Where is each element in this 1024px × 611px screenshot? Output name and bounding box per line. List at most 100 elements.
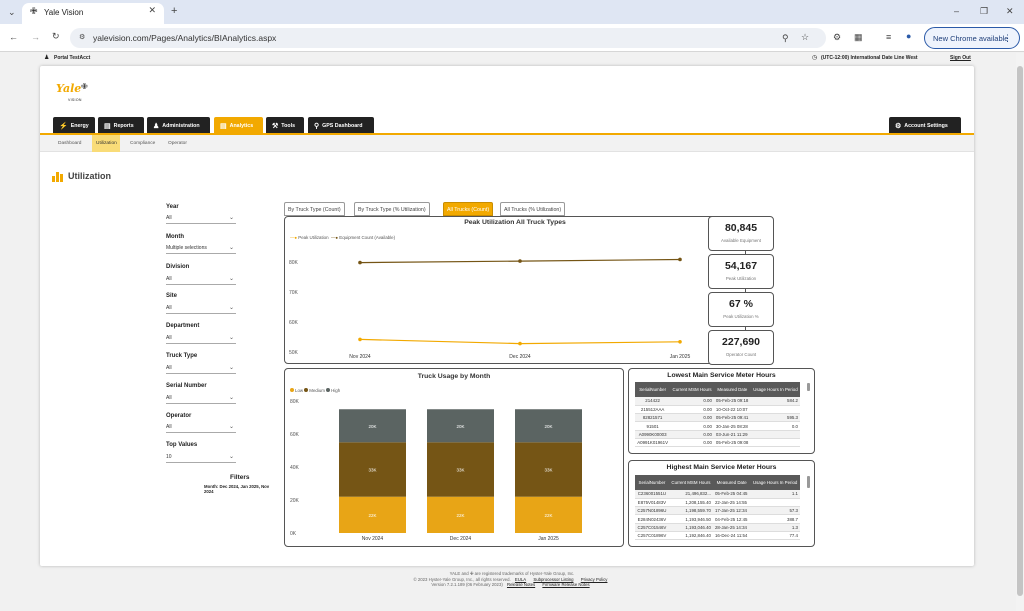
subtab-dashboard[interactable]: Dashboard bbox=[58, 141, 82, 146]
table-row[interactable]: C257C01896V 1,192,846.40 16-Dec-24 11:54 77… bbox=[635, 531, 800, 541]
subtab-compliance[interactable]: Compliance bbox=[130, 141, 156, 146]
release-notes-link[interactable]: Release Notes bbox=[506, 582, 536, 587]
analytics-icon: ▤ bbox=[220, 123, 227, 130]
tab-list-icon[interactable]: ⌄ bbox=[8, 7, 16, 17]
filter-select-top-values[interactable]: 10 ⌄ bbox=[166, 454, 236, 463]
report-tab-truck-type-count[interactable]: By Truck Type (Count) bbox=[284, 202, 345, 216]
table-row[interactable]: E875V01483V 1,208,155.40 22-Jan-25 14:55 bbox=[635, 498, 800, 508]
filter-label-department: Department bbox=[166, 323, 200, 329]
chevron-down-icon: ⌄ bbox=[228, 395, 234, 401]
table-row[interactable]: E284N02436V 1,193,946.50 04-Feb-25 12:45 38… bbox=[635, 514, 800, 524]
table-row[interactable]: A0991K01961V 0.00 05-Feb-25 09:08 bbox=[635, 438, 800, 448]
filter-select-site[interactable]: All ⌄ bbox=[166, 305, 236, 314]
nav-tab-tools[interactable]: ⚒ Tools bbox=[266, 117, 304, 133]
close-tab-icon[interactable]: ✕ bbox=[148, 5, 156, 15]
report-tab-all-trucks-pct[interactable]: All Trucks (% Utilization) bbox=[500, 202, 566, 216]
url-text[interactable]: yalevision.com/Pages/Analytics/BIAnalyti… bbox=[93, 33, 277, 43]
table-row[interactable]: 91501 0.00 30-Jan-25 08:28 0.0 bbox=[635, 421, 800, 431]
filter-select-serial-number[interactable]: All ⌄ bbox=[166, 395, 236, 404]
kpi-label: Operator Count bbox=[725, 352, 757, 357]
filter-value: All bbox=[166, 276, 172, 282]
site-info-icon[interactable]: ⚙ bbox=[79, 34, 86, 41]
zoom-icon[interactable]: ⚲ bbox=[782, 33, 789, 43]
person-icon: ♟ bbox=[153, 123, 160, 130]
table-scrollbar[interactable] bbox=[807, 476, 810, 488]
media-icon[interactable]: ≡ bbox=[886, 32, 892, 42]
table-cell: A0991K01961V bbox=[635, 438, 671, 448]
nav-underline bbox=[40, 133, 974, 135]
bar-segment-high bbox=[339, 409, 406, 443]
column-header[interactable]: Current MSM Hours bbox=[670, 382, 714, 397]
filter-select-department[interactable]: All ⌄ bbox=[166, 335, 236, 344]
bookmark-star-icon[interactable]: ☆ bbox=[801, 32, 810, 42]
column-header[interactable]: Usage Hours In Period bbox=[750, 382, 800, 397]
table-cell: 30-Jan-25 08:28 bbox=[713, 421, 751, 431]
report-tab-truck-type-pct[interactable]: By Truck Type (% Utilization) bbox=[354, 202, 430, 216]
page-scrollbar-thumb[interactable] bbox=[1017, 66, 1023, 596]
column-header[interactable]: Measured Date bbox=[713, 382, 751, 397]
subtab-operator[interactable]: Operator bbox=[168, 141, 187, 146]
filter-value: All bbox=[166, 215, 172, 221]
nav-tab-administration[interactable]: ♟ Administration bbox=[147, 117, 210, 133]
nav-tab-gps-dashboard[interactable]: ⚲ GPS Dashboard bbox=[308, 117, 374, 133]
subtab-utilization[interactable]: Utilization bbox=[92, 135, 120, 152]
nav-tab-analytics[interactable]: ▤ Analytics bbox=[214, 117, 263, 133]
y-tick-label: 60K bbox=[289, 320, 299, 326]
table-row[interactable]: A0990K00003 0.00 03-Jun-21 11:29 bbox=[635, 430, 800, 440]
browser-tab[interactable]: ✙ Yale Vision ✕ bbox=[22, 3, 164, 24]
column-header[interactable]: SerialNumber bbox=[635, 475, 669, 490]
table-cell: 05-Feb-25 09:18 bbox=[713, 397, 751, 406]
maximize-icon[interactable]: ❐ bbox=[980, 6, 989, 16]
close-window-icon[interactable]: ✕ bbox=[1006, 6, 1014, 16]
extension-icon[interactable]: ⚙ bbox=[833, 32, 842, 42]
table-row[interactable]: C257N01896U 1,198,559.70 17-Jan-25 12:34 57… bbox=[635, 506, 800, 516]
nav-tab-reports[interactable]: ▤ Reports bbox=[98, 117, 144, 133]
yale-logo[interactable]: Yale bbox=[56, 82, 82, 95]
chrome-update-button[interactable]: New Chrome available ⋮ bbox=[924, 27, 1020, 49]
eula-link[interactable]: EULA bbox=[514, 576, 527, 582]
filter-select-operator[interactable]: All ⌄ bbox=[166, 424, 236, 433]
address-bar[interactable]: ⚙ yalevision.com/Pages/Analytics/BIAnaly… bbox=[70, 28, 826, 48]
nav-tab-label: Analytics bbox=[229, 123, 254, 129]
kpi-label: Peak Utilization bbox=[725, 276, 757, 281]
nav-tab-energy[interactable]: ⚡ Energy bbox=[53, 117, 95, 133]
table-row[interactable]: 214422 0.00 05-Feb-25 09:18 584.2 bbox=[635, 397, 800, 406]
table-cell: 584.2 bbox=[750, 397, 800, 406]
subprocessor-link[interactable]: Subprocessor Listing bbox=[533, 576, 574, 582]
filter-select-division[interactable]: All ⌄ bbox=[166, 276, 236, 285]
puzzle-icon[interactable]: ▦ bbox=[854, 32, 863, 42]
back-icon[interactable]: ← bbox=[9, 32, 18, 42]
table-scrollbar[interactable] bbox=[807, 383, 810, 391]
table-cell: 0.00 bbox=[670, 405, 714, 415]
table-row[interactable]: C257C01546V 1,193,046.40 28-Jan-25 14:34 1.… bbox=[635, 523, 800, 533]
column-header[interactable]: SerialNumber bbox=[635, 382, 671, 397]
timezone-text[interactable]: (UTC-12:00) International Date Line West bbox=[821, 55, 918, 61]
filter-select-year[interactable]: All ⌄ bbox=[166, 215, 236, 224]
table-row[interactable]: 215512AAA 0.00 10-Oct-22 10:07 bbox=[635, 405, 800, 415]
privacy-link[interactable]: Privacy Policy bbox=[580, 576, 608, 582]
new-tab-icon[interactable]: + bbox=[171, 5, 178, 17]
table-cell: 05-Feb-25 09:08 bbox=[713, 438, 751, 448]
profile-icon[interactable]: ● bbox=[906, 31, 912, 41]
table-row[interactable]: 82821571 0.00 05-Feb-25 09:41 595.3 bbox=[635, 413, 800, 423]
table-cell: 215512AAA bbox=[635, 405, 671, 415]
column-header[interactable]: Current MSM Hours bbox=[668, 475, 713, 490]
map-pin-icon: ⚲ bbox=[314, 123, 320, 130]
yale-favicon-icon: ✙ bbox=[30, 6, 38, 16]
column-header[interactable]: Usage Hours In Period bbox=[750, 475, 800, 490]
legend-low-label: Low bbox=[295, 388, 304, 393]
report-tab-all-trucks-count[interactable]: All Trucks (Count) bbox=[443, 202, 494, 216]
forward-icon[interactable]: → bbox=[31, 32, 40, 42]
reload-icon[interactable]: ↻ bbox=[52, 31, 60, 41]
account-settings-tab[interactable]: ⚙ Account Settings bbox=[889, 117, 961, 133]
bar-chart-legend: Low Medium High bbox=[290, 388, 340, 393]
minimize-icon[interactable]: – bbox=[954, 6, 960, 16]
more-menu-icon[interactable]: ⋮ bbox=[1003, 33, 1012, 43]
table-row[interactable]: C236001551U 21,496,832... 05-Feb-25 04:45 1… bbox=[635, 490, 800, 499]
table-cell: 1,198,559.70 bbox=[668, 506, 713, 516]
column-header[interactable]: Measured Date bbox=[712, 475, 751, 490]
filter-select-truck-type[interactable]: All ⌄ bbox=[166, 365, 236, 374]
firmware-notes-link[interactable]: Firmware Release Notes bbox=[542, 582, 590, 587]
filter-select-month[interactable]: Multiple selections ⌄ bbox=[166, 245, 236, 254]
sign-out-link[interactable]: Sign Out bbox=[950, 55, 971, 61]
